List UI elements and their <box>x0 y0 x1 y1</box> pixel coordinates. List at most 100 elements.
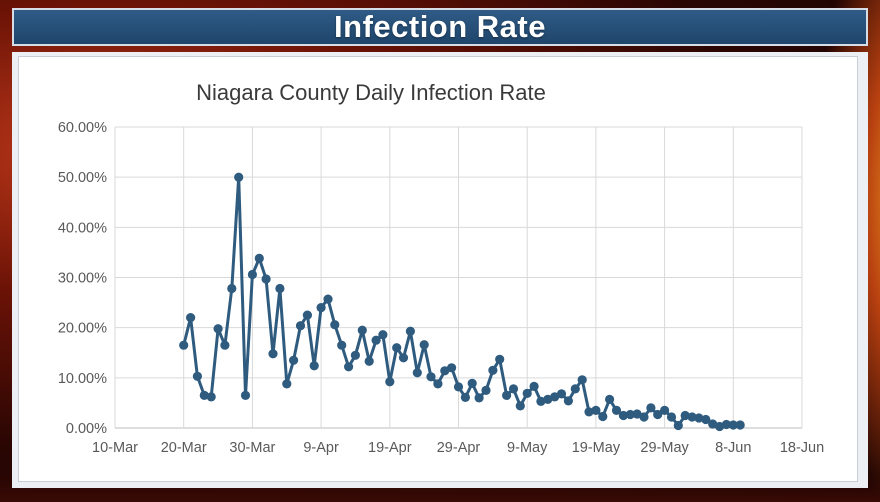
data-point <box>282 379 292 389</box>
x-tick-label: 29-Apr <box>437 440 481 456</box>
x-tick-label: 30-Mar <box>229 440 275 456</box>
data-point <box>666 412 677 422</box>
chart-container: Niagara County Daily Infection Rate 0.00… <box>18 56 858 482</box>
y-tick-label: 50.00% <box>58 170 107 186</box>
data-point <box>364 356 374 366</box>
data-point <box>261 274 271 284</box>
data-point <box>344 362 354 372</box>
data-point <box>412 368 422 378</box>
data-point <box>728 420 738 430</box>
data-point <box>481 385 491 395</box>
data-point <box>419 340 429 350</box>
data-point <box>598 411 608 422</box>
data-point <box>275 283 285 294</box>
data-point <box>240 390 251 400</box>
y-tick-label: 0.00% <box>66 421 107 437</box>
data-point <box>687 412 697 422</box>
series-line <box>182 175 741 428</box>
data-point <box>639 412 649 422</box>
data-point <box>371 335 381 345</box>
data-point <box>563 396 574 406</box>
data-point <box>234 172 244 182</box>
data-point <box>708 419 718 429</box>
data-point <box>206 392 216 402</box>
data-point <box>618 410 629 421</box>
data-point <box>467 378 477 388</box>
page-title: Infection Rate <box>334 9 546 44</box>
x-tick-label: 8-Jun <box>715 440 751 456</box>
data-point <box>447 363 457 373</box>
data-point <box>735 420 745 430</box>
data-point <box>247 269 257 280</box>
data-point <box>474 393 484 403</box>
y-tick-label: 20.00% <box>58 321 107 337</box>
grid-lines <box>114 126 803 429</box>
line-chart: Niagara County Daily Infection Rate 0.00… <box>58 80 824 456</box>
data-point <box>460 392 470 402</box>
data-point <box>673 420 683 431</box>
data-point <box>646 403 656 413</box>
data-point <box>502 390 512 400</box>
x-tick-label: 18-Jun <box>780 440 824 456</box>
data-point <box>680 410 690 421</box>
data-point <box>453 382 464 392</box>
x-axis-ticks: 10-Mar 20-Mar 30-Mar 9-Apr 19-Apr 29-Apr 9-May… <box>92 440 824 456</box>
x-tick-label: 9-May <box>507 440 548 456</box>
data-point <box>289 355 299 365</box>
data-point <box>632 409 642 419</box>
data-point <box>694 413 704 423</box>
data-point <box>316 303 326 313</box>
y-tick-label: 30.00% <box>58 271 107 287</box>
data-point <box>220 340 230 350</box>
data-point <box>268 349 278 359</box>
data-point <box>254 253 264 263</box>
data-point <box>495 354 505 364</box>
series-infection-rate <box>179 172 745 432</box>
data-point <box>625 409 635 420</box>
y-tick-label: 10.00% <box>58 371 107 387</box>
y-axis-ticks: 0.00% 10.00% 20.00% 30.00% 40.00% 50.00% 60.00… <box>58 120 107 437</box>
data-point <box>302 310 312 320</box>
data-point <box>556 389 567 399</box>
data-point <box>378 330 388 340</box>
data-point <box>701 414 711 425</box>
data-point <box>433 379 443 389</box>
data-point <box>529 381 539 391</box>
data-point <box>426 372 436 382</box>
data-point <box>179 340 189 350</box>
data-point <box>660 405 670 415</box>
x-tick-label: 19-Apr <box>368 440 412 456</box>
data-point <box>392 343 402 353</box>
data-point <box>611 405 622 415</box>
data-point <box>522 388 532 398</box>
data-point <box>199 390 209 400</box>
y-tick-label: 60.00% <box>58 120 107 136</box>
data-point <box>295 321 306 331</box>
data-point <box>570 384 580 394</box>
x-tick-label: 9-Apr <box>303 440 339 456</box>
data-point <box>721 419 732 430</box>
data-point <box>385 377 395 387</box>
data-point <box>591 405 601 415</box>
data-point <box>405 326 415 336</box>
data-point <box>350 350 360 360</box>
data-point <box>323 294 333 304</box>
data-point <box>186 313 196 323</box>
data-point <box>398 353 409 363</box>
data-point <box>357 325 367 335</box>
data-point <box>577 375 587 385</box>
data-point <box>192 371 202 381</box>
x-tick-label: 10-Mar <box>92 440 138 456</box>
data-point <box>515 401 525 411</box>
data-point <box>227 283 237 294</box>
title-banner: Infection Rate <box>12 8 868 46</box>
x-tick-label: 20-Mar <box>161 440 207 456</box>
y-tick-label: 40.00% <box>58 220 107 236</box>
x-tick-label: 29-May <box>640 440 689 456</box>
data-point <box>653 409 663 420</box>
chart-title: Niagara County Daily Infection Rate <box>196 80 546 105</box>
data-point <box>543 394 553 404</box>
data-point <box>605 394 615 404</box>
chart-panel: Niagara County Daily Infection Rate 0.00… <box>12 52 868 488</box>
data-point <box>536 396 546 406</box>
